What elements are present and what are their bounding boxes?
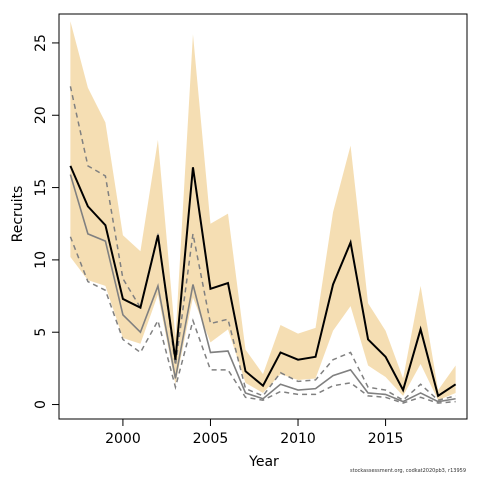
dashed-lower-line xyxy=(69,236,456,404)
x-tick-label: 2010 xyxy=(280,431,316,447)
y-tick-label: 10 xyxy=(33,251,49,269)
plot-frame xyxy=(58,13,468,420)
x-tick-label: 2000 xyxy=(105,431,141,447)
y-tick-label: 0 xyxy=(33,400,49,409)
gray-series-line xyxy=(69,174,456,403)
x-tick-label: 2005 xyxy=(193,431,229,447)
dashed-upper-line xyxy=(69,86,456,402)
y-axis: 0 5 10 15 20 25 xyxy=(33,34,59,409)
y-tick-label: 25 xyxy=(33,34,49,52)
y-tick-label: 20 xyxy=(33,106,49,124)
y-tick-label: 5 xyxy=(33,328,49,337)
y-tick-label: 15 xyxy=(33,179,49,197)
confidence-band-layer xyxy=(70,21,456,401)
source-footnote: stockassessment.org, codkat2020pb3, r139… xyxy=(350,468,466,474)
x-axis-label: Year xyxy=(248,454,279,470)
x-axis: 2000 2005 2010 2015 xyxy=(105,419,403,447)
x-tick-label: 2015 xyxy=(368,431,404,447)
confidence-band xyxy=(70,21,456,401)
main-series-line xyxy=(69,165,457,398)
y-axis-label: Recruits xyxy=(10,186,26,243)
series-lines-layer xyxy=(69,86,457,404)
